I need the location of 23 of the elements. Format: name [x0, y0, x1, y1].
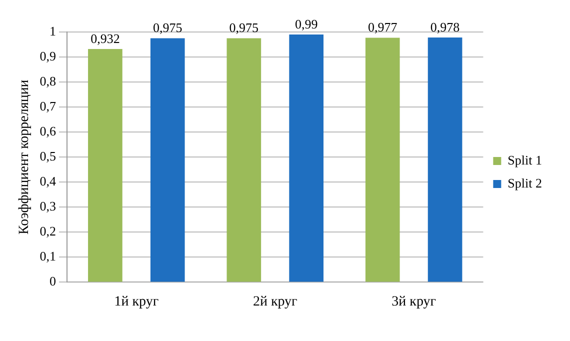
- y-tick-label: 0,7: [40, 98, 57, 114]
- data-label: 0,977: [368, 20, 398, 35]
- legend-label: Split 2: [508, 175, 542, 190]
- data-label: 0,978: [430, 19, 460, 34]
- x-tick-label: 1й круг: [114, 294, 159, 310]
- y-tick-label: 0,3: [40, 198, 56, 214]
- data-label: 0,975: [152, 20, 182, 36]
- y-tick-label: 0,5: [40, 148, 56, 164]
- data-label: 0,99: [294, 16, 318, 32]
- legend-label: Split 1: [508, 152, 542, 168]
- y-tick-label: 1: [50, 23, 56, 38]
- x-tick-label: 2й круг: [252, 294, 298, 310]
- y-axis-title: Коэффициент корреляции: [17, 79, 32, 235]
- data-label: 0,975: [229, 20, 259, 36]
- x-tick-label: 3й круг: [392, 294, 436, 310]
- y-tick-label: 0,4: [40, 174, 57, 189]
- y-tick-label: 0,2: [40, 224, 56, 239]
- data-label: 0,932: [90, 30, 120, 46]
- y-tick-label: 0,6: [40, 124, 57, 138]
- y-tick-label: 0,9: [40, 48, 56, 64]
- y-tick-label: 0,1: [40, 248, 56, 264]
- y-tick-label: 0: [50, 274, 56, 289]
- y-tick-label: 0,8: [40, 73, 56, 88]
